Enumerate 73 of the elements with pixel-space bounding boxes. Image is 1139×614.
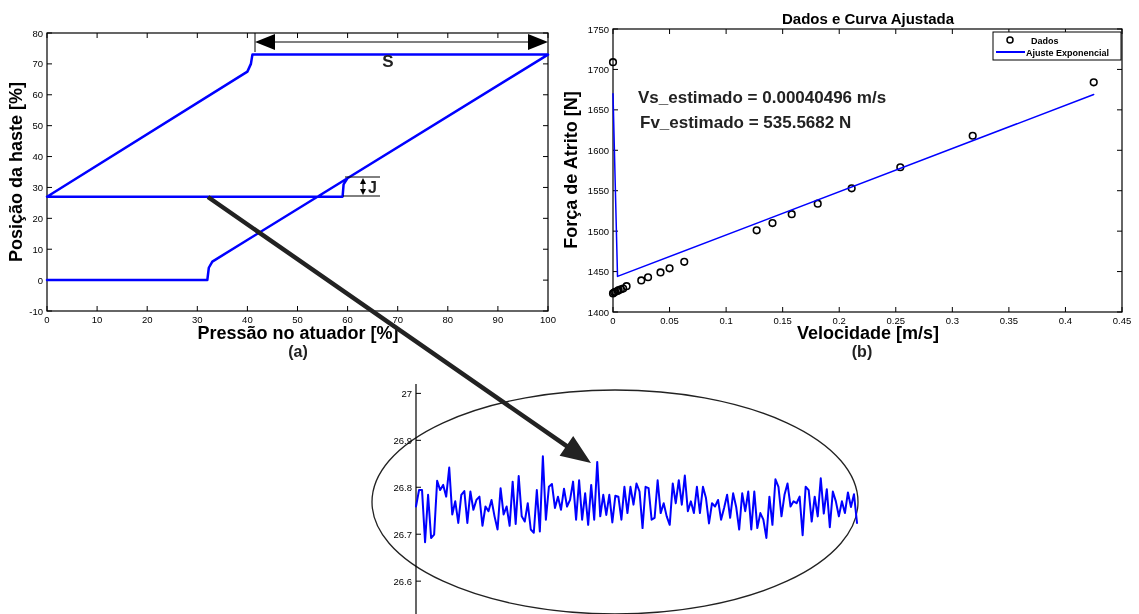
x-tick-label: 0 (44, 314, 50, 325)
y-tick-label: 40 (32, 151, 43, 163)
point (622, 282, 631, 291)
x-tick-label: 20 (141, 314, 153, 325)
x-tick-label: 0 (610, 315, 616, 326)
annotation: Vs_estimado = 0.00040496 m/s (638, 88, 887, 107)
y-tick-label: 70 (32, 58, 43, 70)
x-tick-label: 0.35 (999, 315, 1019, 326)
y-tick-label: 80 (32, 27, 43, 39)
y-tick-label: 26.8 (393, 481, 412, 493)
point (637, 276, 646, 285)
y-tick-label: 0 (37, 274, 43, 286)
point (768, 218, 777, 228)
x-tick-label: 0.15 (773, 315, 792, 326)
y-tick-label: 26.7 (393, 528, 412, 540)
y-tick-label: 1700 (587, 63, 609, 75)
x-tick-label: 40 (242, 314, 253, 325)
text: (a) (288, 343, 308, 360)
y-tick-label: 50 (32, 120, 43, 132)
y-tick-label: -10 (29, 305, 43, 317)
y-tick-label: 1400 (587, 306, 609, 318)
y-tick-label: 60 (32, 89, 43, 101)
text: (b) (851, 343, 873, 360)
y-tick-label: 26.9 (393, 434, 412, 446)
y-tick-label: 1450 (587, 266, 609, 278)
point (1089, 78, 1098, 87)
chart-title: Dados e Curva Ajustada (782, 10, 955, 27)
point (896, 163, 905, 172)
y-tick-label: 1750 (587, 23, 609, 35)
x-tick-label: 60 (342, 314, 353, 325)
y-tick-label: 26.6 (393, 575, 412, 587)
point (643, 273, 653, 282)
x-tick-label: 10 (91, 314, 103, 325)
annotation: Fv_estimado = 535.5682 N (640, 113, 852, 132)
x-tick-label: 100 (540, 314, 556, 325)
annotation: S (382, 52, 394, 71)
x-axis-title: Velocidade [m/s] (796, 323, 940, 343)
y-tick-label: 1550 (587, 185, 609, 197)
annotation: J (368, 179, 377, 196)
x-tick-label: 80 (442, 314, 454, 325)
point (787, 210, 796, 219)
y-tick-label: 1500 (587, 225, 609, 237)
x-tick-label: 30 (192, 314, 203, 325)
x-tick-label: 0.4 (1058, 315, 1073, 326)
point (752, 226, 761, 235)
point (619, 284, 628, 293)
legend-label: Dados (1031, 35, 1059, 46)
point (665, 264, 674, 273)
point (680, 257, 689, 266)
x-tick-label: 0.1 (719, 315, 733, 326)
x-tick-label: 0.05 (660, 315, 679, 326)
x-tick-label: 0.25 (886, 315, 906, 326)
x-tick-label: 50 (292, 314, 303, 325)
y-tick-label: 1650 (587, 104, 609, 116)
point (813, 199, 822, 208)
x-tick-label: 0.2 (832, 315, 846, 326)
y-axis-title: Força de Atrito [N] (561, 91, 581, 249)
x-tick-label: 90 (492, 314, 504, 325)
point (608, 58, 618, 67)
y-tick-label: 27 (401, 387, 412, 399)
y-tick-label: 1600 (587, 144, 609, 156)
line-series (415, 455, 858, 544)
point (656, 268, 665, 277)
y-tick-label: 10 (32, 243, 43, 255)
point (847, 184, 856, 193)
y-axis-title: Posição da haste [%] (6, 81, 26, 263)
y-tick-label: 20 (32, 212, 43, 224)
legend-label: Ajuste Exponencial (1026, 47, 1110, 58)
y-tick-label: 30 (32, 181, 43, 193)
point (968, 131, 977, 140)
x-tick-label: 0.3 (945, 315, 959, 326)
x-tick-label: 0.45 (1112, 315, 1132, 326)
line-series (45, 53, 550, 282)
